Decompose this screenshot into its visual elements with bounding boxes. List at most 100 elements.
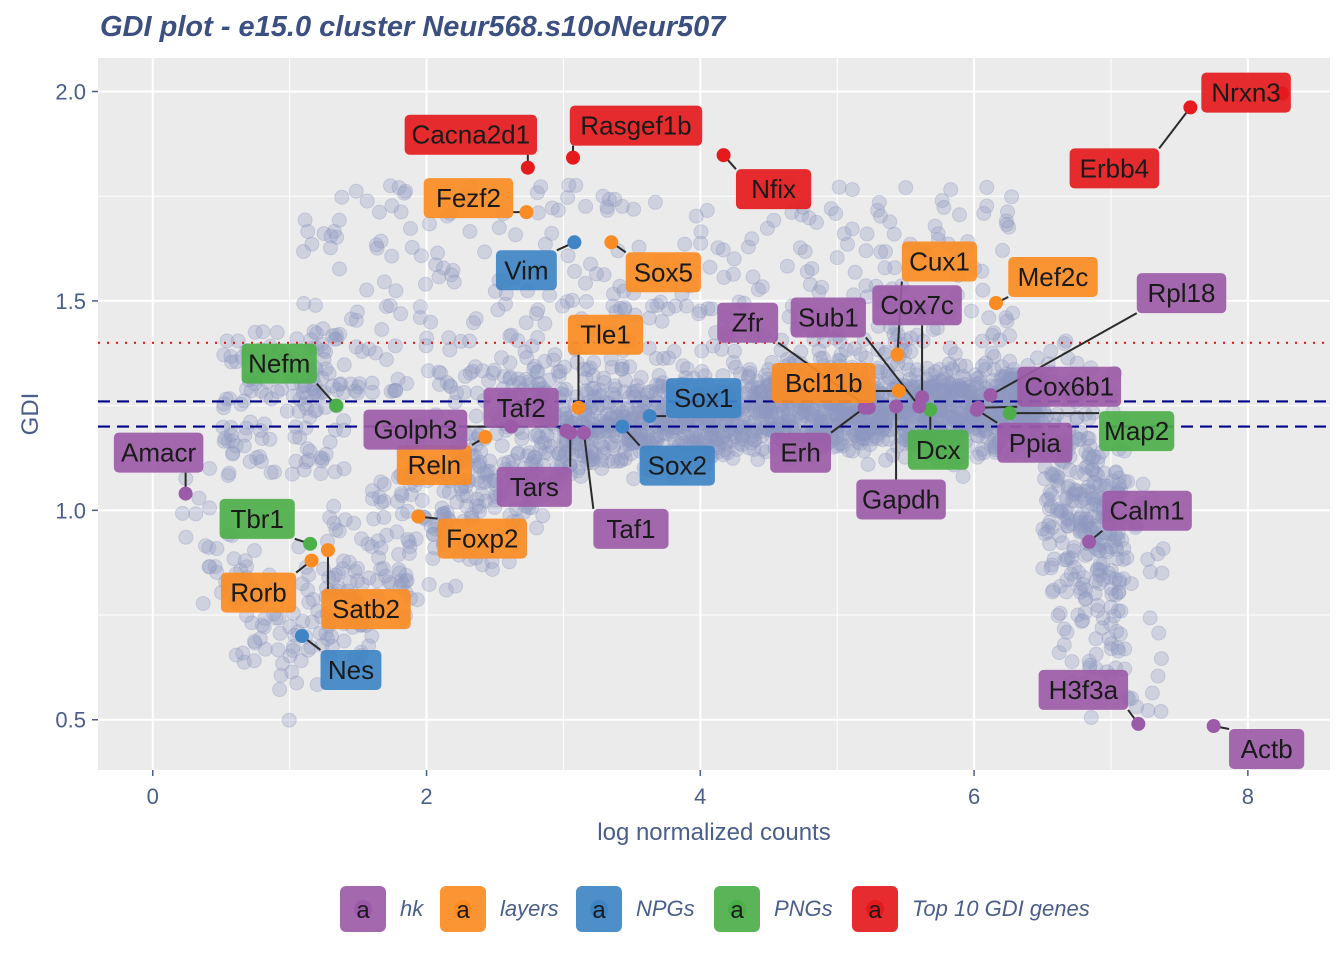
background-point (943, 403, 959, 419)
background-point (882, 214, 898, 230)
background-point (975, 282, 991, 298)
background-point (376, 274, 392, 290)
background-point (797, 403, 813, 419)
background-point (1092, 567, 1108, 583)
background-point (899, 410, 915, 426)
legend-item: a NPGs (576, 886, 695, 932)
background-point (585, 455, 601, 471)
background-point (551, 368, 567, 384)
background-point (389, 524, 405, 540)
background-point (878, 452, 894, 468)
background-point (1061, 505, 1077, 521)
background-point (544, 225, 560, 241)
background-point (381, 574, 397, 590)
gene-point (566, 150, 581, 165)
background-point (796, 402, 812, 418)
background-point (1054, 535, 1070, 551)
background-point (836, 226, 852, 242)
background-point (1078, 511, 1094, 527)
background-point (1001, 388, 1017, 404)
background-point (257, 641, 273, 657)
gene-label-text: Amacr (121, 438, 196, 468)
background-point (360, 536, 376, 552)
background-point (1077, 548, 1093, 563)
gene-label-text: H3f3a (1049, 675, 1119, 705)
background-point (263, 465, 279, 481)
gene-point (178, 486, 193, 501)
background-point (714, 341, 730, 357)
background-point (740, 369, 756, 385)
background-point (1079, 430, 1095, 446)
background-point (552, 363, 568, 379)
background-point (734, 437, 750, 453)
background-point (927, 218, 943, 234)
background-point (396, 185, 412, 201)
background-point (376, 560, 391, 576)
background-point (617, 451, 633, 467)
background-point (1113, 603, 1129, 619)
background-point (477, 244, 493, 260)
background-point (775, 404, 791, 419)
background-point (633, 370, 649, 385)
background-point (502, 371, 518, 386)
background-point (376, 476, 392, 492)
background-point (1049, 472, 1065, 488)
background-point (1103, 599, 1119, 615)
background-point (952, 357, 968, 373)
background-point (459, 488, 475, 504)
background-point (862, 437, 878, 453)
background-point (524, 338, 540, 354)
background-point (550, 202, 566, 218)
background-point (336, 633, 352, 649)
background-point (1088, 475, 1103, 491)
gene-label-sox2: Sox2 (639, 445, 715, 486)
background-point (898, 180, 914, 196)
background-point (254, 431, 270, 447)
background-point (995, 242, 1010, 258)
background-point (853, 346, 869, 362)
background-point (779, 258, 795, 274)
gene-point (571, 400, 586, 415)
background-point (313, 450, 329, 466)
background-point (665, 427, 681, 443)
background-point (964, 303, 979, 319)
background-point (1066, 539, 1082, 555)
background-point (1072, 431, 1088, 447)
background-point (534, 435, 550, 451)
background-point (520, 448, 536, 464)
background-point (1078, 444, 1094, 460)
background-point (400, 532, 416, 547)
background-point (349, 573, 365, 589)
background-point (589, 400, 605, 416)
background-point (1059, 624, 1075, 640)
background-point (292, 430, 308, 446)
background-point (725, 266, 741, 282)
background-point (877, 416, 893, 432)
background-point (710, 240, 726, 256)
background-point (1085, 496, 1101, 512)
background-point (425, 551, 441, 567)
background-point (761, 396, 777, 412)
background-point (221, 465, 237, 481)
gene-point (642, 409, 657, 424)
background-point (332, 261, 347, 277)
background-point (560, 248, 576, 264)
background-point (1105, 473, 1121, 489)
gene-label-text: Map2 (1104, 416, 1169, 446)
background-point (592, 408, 608, 424)
background-point (802, 405, 818, 421)
background-point (341, 554, 357, 570)
background-point (323, 240, 338, 256)
background-point (626, 471, 642, 487)
background-point (970, 428, 986, 444)
y-tick-label: 1.0 (55, 498, 86, 523)
background-point (383, 178, 398, 194)
background-point (742, 381, 758, 397)
background-point (494, 438, 510, 454)
x-tick-label: 2 (420, 784, 432, 809)
background-point (188, 506, 204, 522)
background-point (1052, 605, 1068, 621)
gene-label-cox6b1: Cox6b1 (1017, 366, 1122, 407)
background-point (692, 428, 708, 444)
background-point (560, 190, 576, 205)
